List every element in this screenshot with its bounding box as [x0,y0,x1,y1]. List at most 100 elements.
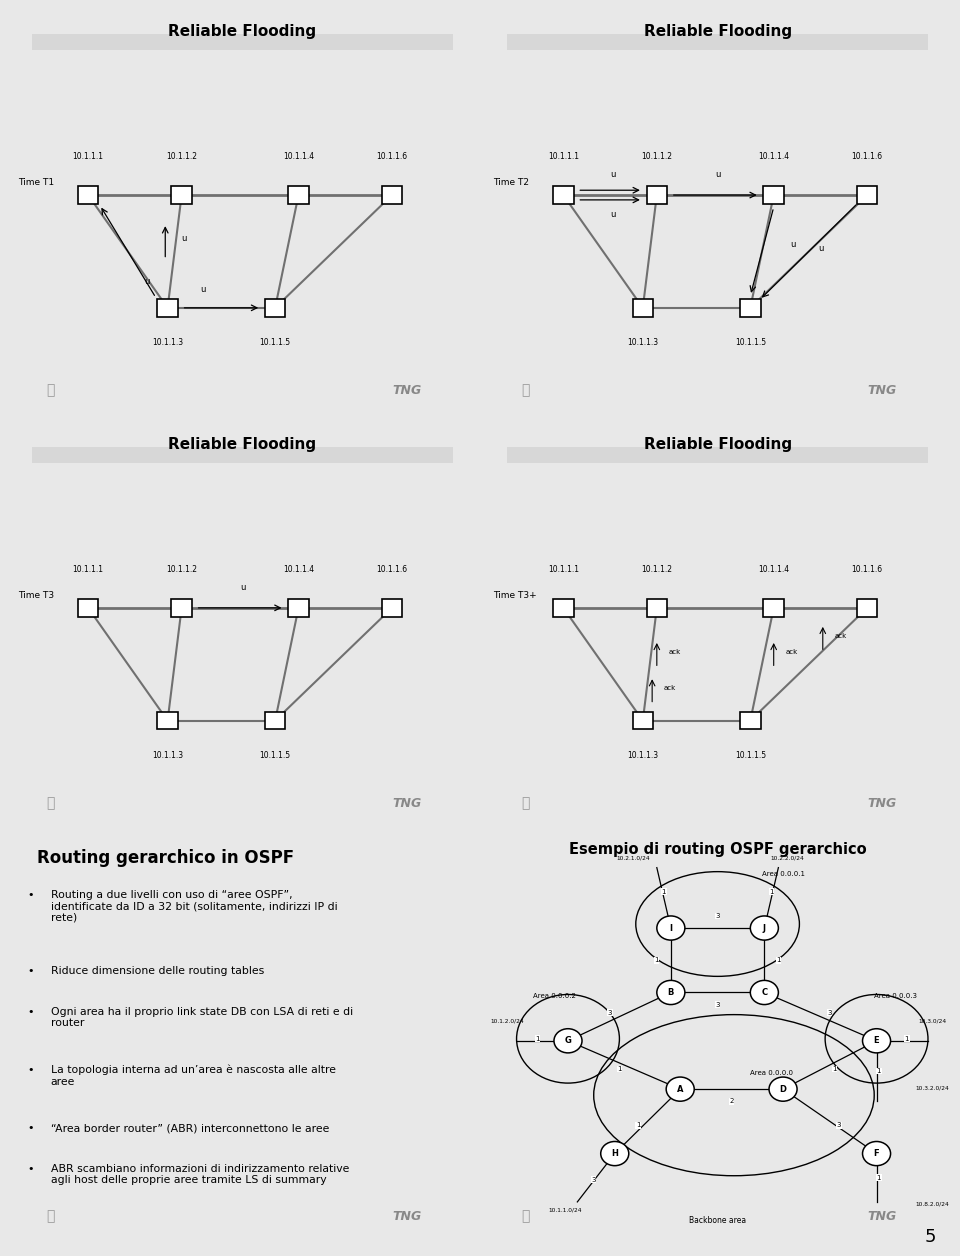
Text: •: • [27,1123,34,1133]
FancyBboxPatch shape [857,186,877,203]
Text: 10.1.1.4: 10.1.1.4 [283,152,314,161]
FancyBboxPatch shape [763,186,784,203]
FancyBboxPatch shape [265,712,285,730]
Text: u: u [715,170,721,178]
Text: 2: 2 [730,1098,733,1104]
FancyBboxPatch shape [32,447,453,463]
Text: 10.1.1.6: 10.1.1.6 [852,565,883,574]
Circle shape [554,1029,582,1053]
FancyBboxPatch shape [32,34,453,50]
Text: Ⓞ: Ⓞ [521,796,530,810]
FancyBboxPatch shape [288,599,309,617]
Text: 10.1.1.4: 10.1.1.4 [758,565,789,574]
Text: u: u [610,170,615,178]
Text: •: • [27,1006,34,1016]
Text: Reliable Flooding: Reliable Flooding [643,437,792,452]
Text: Ⓞ: Ⓞ [46,796,55,810]
Text: 10.1.1.3: 10.1.1.3 [627,338,659,347]
Text: 10.1.1.4: 10.1.1.4 [283,565,314,574]
Text: 1: 1 [617,1066,622,1073]
Circle shape [751,916,779,939]
Circle shape [601,1142,629,1166]
FancyBboxPatch shape [763,599,784,617]
Text: Routing gerarchico in OSPF: Routing gerarchico in OSPF [36,849,294,867]
Text: 10.1.1.3: 10.1.1.3 [152,338,183,347]
Text: Reliable Flooding: Reliable Flooding [168,24,317,39]
Text: A: A [677,1085,684,1094]
Circle shape [862,1029,891,1053]
FancyBboxPatch shape [553,186,574,203]
Text: Time T3: Time T3 [18,592,54,600]
Text: Area 0.0.0.2: Area 0.0.0.2 [533,992,575,999]
Text: B: B [667,988,674,997]
Text: 10.1.1.5: 10.1.1.5 [259,751,291,760]
FancyBboxPatch shape [646,599,667,617]
Text: 1: 1 [536,1036,540,1041]
Text: 1: 1 [655,957,660,963]
Text: 10.3.2.0/24: 10.3.2.0/24 [916,1085,949,1090]
Text: E: E [874,1036,879,1045]
Text: 1: 1 [661,889,666,894]
Text: u: u [818,245,824,254]
Text: 10.1.1.1: 10.1.1.1 [73,565,104,574]
Text: La topologia interna ad un’area è nascosta alle altre
aree: La topologia interna ad un’area è nascos… [51,1065,336,1088]
Text: 10.3.0/24: 10.3.0/24 [919,1019,947,1024]
Text: TNG: TNG [392,1210,421,1223]
Text: 1: 1 [832,1066,837,1073]
Text: “Area border router” (ABR) interconnettono le aree: “Area border router” (ABR) interconnetto… [51,1123,329,1133]
Text: 10.1.1.5: 10.1.1.5 [734,338,766,347]
FancyBboxPatch shape [78,186,99,203]
FancyBboxPatch shape [157,712,178,730]
Text: Ⓞ: Ⓞ [46,1210,55,1223]
FancyBboxPatch shape [382,599,402,617]
Text: 10.1.1.1: 10.1.1.1 [73,152,104,161]
Text: 10.1.1.1: 10.1.1.1 [548,565,579,574]
Text: ack: ack [668,649,681,656]
Text: 10.1.1.4: 10.1.1.4 [758,152,789,161]
Text: 1: 1 [776,957,780,963]
FancyBboxPatch shape [78,599,99,617]
Text: 1: 1 [769,889,774,894]
Text: Area 0.0.0.1: Area 0.0.0.1 [761,872,804,878]
Text: •: • [27,1065,34,1075]
Text: 3: 3 [591,1177,596,1183]
Text: 3: 3 [608,1010,612,1016]
Text: u: u [610,210,615,220]
FancyBboxPatch shape [740,712,760,730]
Text: Reliable Flooding: Reliable Flooding [168,437,317,452]
Text: 3: 3 [837,1123,841,1128]
Text: 10.1.1.6: 10.1.1.6 [852,152,883,161]
Text: 10.1.1.3: 10.1.1.3 [152,751,183,760]
Circle shape [751,981,779,1005]
FancyBboxPatch shape [646,186,667,203]
Text: u: u [790,240,796,250]
FancyBboxPatch shape [633,712,653,730]
Text: 10.1.1.2: 10.1.1.2 [641,152,672,161]
Text: ack: ack [663,686,676,691]
Text: Time T3+: Time T3+ [493,592,537,600]
Text: 1: 1 [876,1174,881,1181]
Circle shape [769,1078,797,1102]
Text: 3: 3 [715,1001,720,1007]
Text: 1: 1 [904,1036,909,1041]
Circle shape [666,1078,694,1102]
Text: Area 0.0.0.3: Area 0.0.0.3 [874,992,917,999]
FancyBboxPatch shape [288,186,309,203]
Text: 5: 5 [924,1228,936,1246]
Text: TNG: TNG [392,384,421,397]
FancyBboxPatch shape [171,186,192,203]
Text: Ⓞ: Ⓞ [521,383,530,397]
Text: 10.1.1.6: 10.1.1.6 [376,152,408,161]
Text: u: u [201,285,205,294]
Text: u: u [240,583,246,592]
Text: u: u [144,276,150,285]
Text: ABR scambiano informazioni di indirizzamento relative
agli host delle proprie ar: ABR scambiano informazioni di indirizzam… [51,1163,349,1186]
Text: •: • [27,966,34,976]
FancyBboxPatch shape [857,599,877,617]
Text: Backbone area: Backbone area [689,1216,746,1225]
FancyBboxPatch shape [157,299,178,317]
Text: ack: ack [834,633,847,639]
Text: H: H [612,1149,618,1158]
FancyBboxPatch shape [507,447,928,463]
Text: Time T2: Time T2 [493,178,529,187]
